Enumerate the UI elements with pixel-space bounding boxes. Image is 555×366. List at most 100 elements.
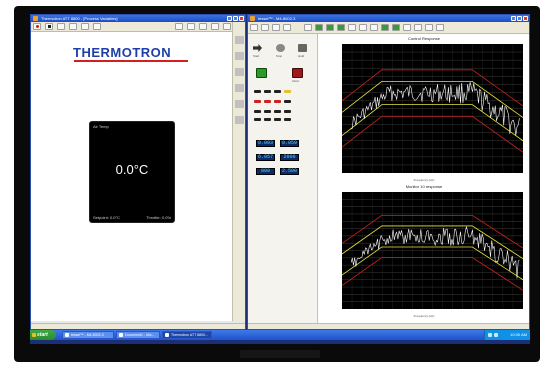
horizontal-scrollbar[interactable] bbox=[31, 321, 245, 324]
run-button[interactable] bbox=[33, 23, 41, 30]
status-led bbox=[284, 110, 291, 113]
save-icon[interactable] bbox=[272, 24, 280, 31]
toolbar-button[interactable] bbox=[381, 24, 389, 31]
side-toolbar bbox=[232, 22, 245, 329]
abort-button[interactable] bbox=[292, 68, 303, 78]
thermotron-titlebar[interactable]: Thermotron ATT 8800 - [Process Variables… bbox=[31, 15, 245, 22]
toolbar-button[interactable] bbox=[359, 24, 367, 31]
toolbar-button[interactable] bbox=[304, 24, 312, 31]
monitor-response-svg bbox=[341, 192, 524, 309]
side-tool-icon[interactable] bbox=[235, 116, 244, 124]
value-display: 0.003 bbox=[256, 140, 275, 147]
minimize-button[interactable] bbox=[511, 16, 516, 21]
toolbar-button[interactable] bbox=[348, 24, 356, 31]
vibration-toolbar bbox=[248, 22, 529, 34]
abort-label: Abort bbox=[292, 79, 300, 83]
open-icon[interactable] bbox=[261, 24, 269, 31]
side-tool-icon[interactable] bbox=[235, 36, 244, 44]
run-indicator[interactable] bbox=[256, 68, 267, 78]
readout-throttle: Throttle: 0.0% bbox=[146, 215, 171, 220]
tolerance-line bbox=[341, 81, 524, 118]
status-led bbox=[254, 100, 261, 103]
status-led bbox=[274, 118, 281, 121]
monitor-response-plot[interactable]: Monitor 10 response Frequency (Hz) bbox=[320, 183, 528, 319]
taskbar-item[interactable]: Document1 - Mic... bbox=[116, 331, 160, 339]
plot-xlabel: Frequency (Hz) bbox=[413, 314, 435, 318]
value-display: 0.059 bbox=[280, 140, 299, 147]
status-led bbox=[284, 100, 291, 103]
toolbar-button[interactable] bbox=[436, 24, 444, 31]
toolbar-button[interactable] bbox=[414, 24, 422, 31]
toolbar-button[interactable] bbox=[199, 23, 207, 30]
stop-button[interactable] bbox=[45, 23, 53, 30]
toolbar-button[interactable] bbox=[211, 23, 219, 30]
vibration-titlebar[interactable]: tessel™ - M4-8002-3 bbox=[248, 15, 529, 22]
start-arrow-icon[interactable] bbox=[253, 44, 262, 52]
air-temp-readout[interactable]: Air Temp 0.0°C Setpoint: 0.0°C Throttle:… bbox=[89, 121, 175, 223]
toolbar-button[interactable] bbox=[326, 24, 334, 31]
value-display: 2.500 bbox=[280, 168, 299, 175]
tray-icon[interactable] bbox=[494, 333, 498, 337]
tolerance-line bbox=[341, 215, 524, 249]
readout-title: Air Temp bbox=[93, 124, 109, 129]
plot-title: Monitor 10 response bbox=[405, 184, 443, 189]
tolerance-line bbox=[341, 246, 524, 281]
window-controls bbox=[511, 16, 528, 21]
toolbar-button[interactable] bbox=[315, 24, 323, 31]
status-led bbox=[264, 118, 271, 121]
tolerance-line bbox=[341, 104, 524, 142]
new-icon[interactable] bbox=[250, 24, 258, 31]
tolerance-line bbox=[341, 257, 524, 291]
toolbar-button[interactable] bbox=[337, 24, 345, 31]
system-tray: 10:30 AM bbox=[484, 330, 530, 340]
vibration-title: tessel™ - M4-8002-3 bbox=[258, 16, 296, 21]
toolbar-button[interactable] bbox=[403, 24, 411, 31]
graph-button[interactable] bbox=[69, 23, 77, 30]
close-button[interactable] bbox=[239, 16, 244, 21]
status-led bbox=[264, 110, 271, 113]
print-icon[interactable] bbox=[283, 24, 291, 31]
toolbar-button[interactable] bbox=[425, 24, 433, 31]
toolbar-button[interactable] bbox=[187, 23, 195, 30]
value-display: 2000 bbox=[280, 154, 299, 161]
close-button[interactable] bbox=[523, 16, 528, 21]
thermotron-title: Thermotron ATT 8800 - [Process Variables… bbox=[41, 16, 118, 21]
maximize-button[interactable] bbox=[517, 16, 522, 21]
status-led bbox=[254, 118, 261, 121]
stop-icon[interactable] bbox=[276, 44, 285, 52]
toolbar-button[interactable] bbox=[370, 24, 378, 31]
status-led bbox=[284, 90, 291, 93]
status-led bbox=[284, 118, 291, 121]
side-tool-icon[interactable] bbox=[235, 100, 244, 108]
status-led bbox=[274, 100, 281, 103]
response-trace bbox=[350, 82, 520, 136]
app-icon bbox=[33, 16, 38, 21]
hold-icon[interactable] bbox=[298, 44, 307, 52]
help-button[interactable] bbox=[93, 23, 101, 30]
side-tool-icon[interactable] bbox=[235, 84, 244, 92]
control-panel: Start Stop Hold Abort 0.003 bbox=[248, 34, 318, 329]
chart-button[interactable] bbox=[57, 23, 65, 30]
status-led bbox=[264, 100, 271, 103]
toolbar-button[interactable] bbox=[223, 23, 231, 30]
control-response-plot[interactable]: Control Response Frequency (Hz) bbox=[320, 35, 528, 183]
taskbar-item[interactable]: Thermotron ATT 8800... bbox=[162, 331, 212, 339]
readout-value: 0.0°C bbox=[115, 162, 149, 177]
tolerance-line bbox=[341, 115, 524, 153]
hold-label: Hold bbox=[298, 54, 305, 58]
plot-xlabel: Frequency (Hz) bbox=[413, 178, 435, 182]
tolerance-line bbox=[341, 225, 524, 260]
start-button[interactable]: start bbox=[30, 330, 56, 340]
toolbar-button[interactable] bbox=[175, 23, 183, 30]
stop-label: Stop bbox=[276, 54, 283, 58]
toolbar-button[interactable] bbox=[392, 24, 400, 31]
maximize-button[interactable] bbox=[233, 16, 238, 21]
print-button[interactable] bbox=[81, 23, 89, 30]
taskbar-item[interactable]: tessel™ - M4-8002-3 bbox=[62, 331, 114, 339]
side-tool-icon[interactable] bbox=[235, 68, 244, 76]
minimize-button[interactable] bbox=[227, 16, 232, 21]
tray-icon[interactable] bbox=[488, 333, 492, 337]
thermotron-window: Thermotron ATT 8800 - [Process Variables… bbox=[30, 14, 246, 330]
control-response-svg bbox=[341, 44, 524, 173]
side-tool-icon[interactable] bbox=[235, 52, 244, 60]
